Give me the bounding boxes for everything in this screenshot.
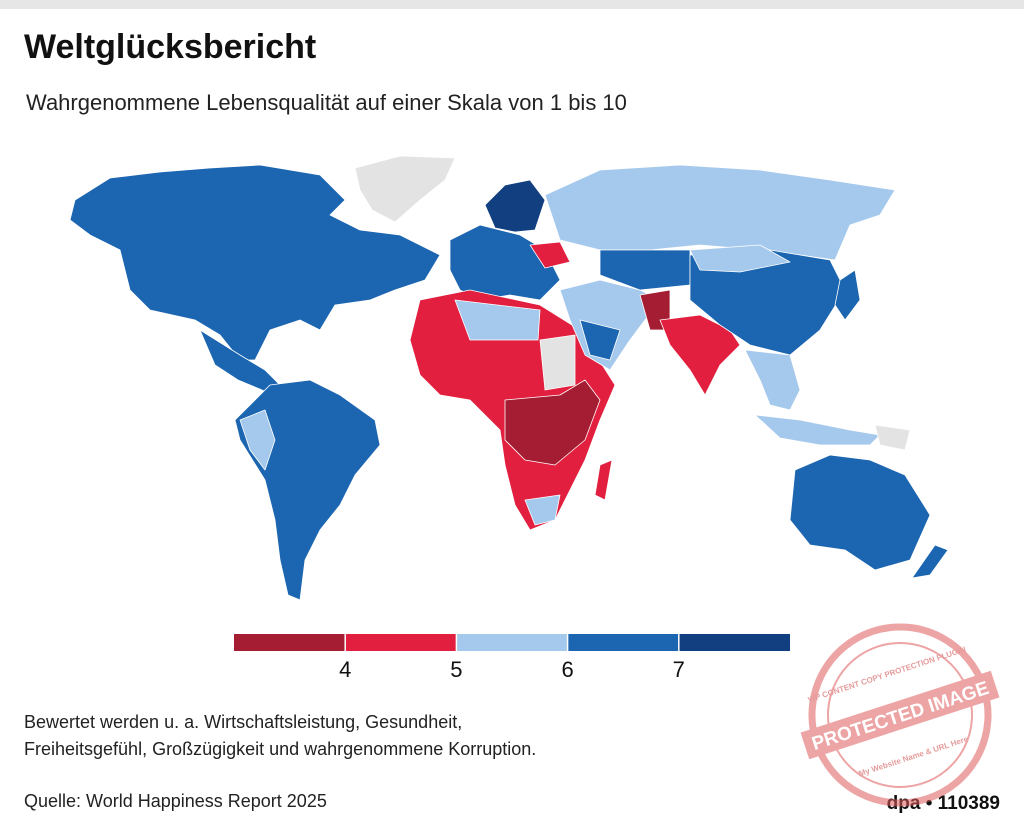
footnote-line: Bewertet werden u. a. Wirtschaftsleistun…	[24, 712, 462, 732]
watermark-bottom: My Website Name & URL Here	[858, 734, 970, 778]
legend-swatch	[345, 634, 457, 651]
region	[579, 319, 621, 361]
region	[529, 241, 571, 269]
legend-swatch	[456, 634, 568, 651]
footnote-line: Freiheitsgefühl, Großzügigkeit und wahrg…	[24, 739, 536, 759]
region	[599, 249, 691, 291]
region	[539, 334, 576, 391]
region	[354, 155, 456, 223]
region	[524, 494, 561, 526]
legend-tick-label: 4	[339, 657, 351, 682]
legend-swatch	[234, 634, 346, 651]
region	[449, 224, 561, 301]
region	[69, 164, 441, 361]
region	[484, 179, 546, 233]
legend-swatch	[567, 634, 679, 651]
legend-swatch	[678, 634, 790, 651]
region	[504, 379, 601, 466]
stamp-band	[800, 670, 1000, 760]
region	[689, 244, 791, 273]
region	[834, 269, 861, 321]
region	[789, 454, 931, 571]
top-strip	[0, 0, 1024, 9]
region	[659, 314, 741, 396]
subtitle: Wahrgenommene Lebensqualität auf einer S…	[26, 90, 627, 115]
region	[454, 299, 541, 341]
region	[544, 164, 896, 261]
world-map	[69, 155, 949, 601]
legend-tick-label: 7	[673, 657, 685, 682]
region	[754, 414, 881, 446]
legend-tick-label: 5	[450, 657, 462, 682]
region	[911, 544, 949, 579]
title: Weltglücksbericht	[24, 28, 316, 66]
region	[559, 279, 661, 371]
source: Quelle: World Happiness Report 2025	[24, 791, 327, 811]
legend-tick-label: 6	[561, 657, 573, 682]
region	[594, 459, 613, 501]
color-legend: 4 5 6 7	[234, 634, 790, 682]
region	[239, 409, 276, 471]
region	[744, 349, 801, 411]
region	[874, 424, 911, 451]
region	[689, 249, 846, 356]
